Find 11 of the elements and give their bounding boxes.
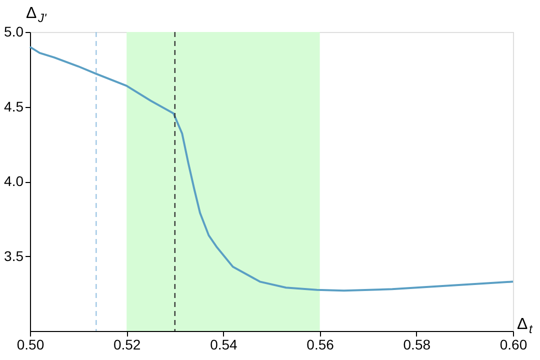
x-tick-label: 0.54: [210, 336, 238, 352]
x-tick-label: 0.50: [16, 336, 44, 352]
y-tick-label: 3.5: [4, 248, 24, 264]
y-tick-label: 4.5: [4, 98, 24, 114]
y-tick-label: 4.0: [4, 173, 24, 189]
x-tick-label: 0.58: [403, 336, 431, 352]
x-tick-label: 0.60: [500, 336, 528, 352]
x-tick-label: 0.56: [306, 336, 334, 352]
x-tick-label: 0.52: [113, 336, 141, 352]
y-tick-label: 5.0: [4, 24, 24, 40]
line-series: [29, 46, 514, 292]
